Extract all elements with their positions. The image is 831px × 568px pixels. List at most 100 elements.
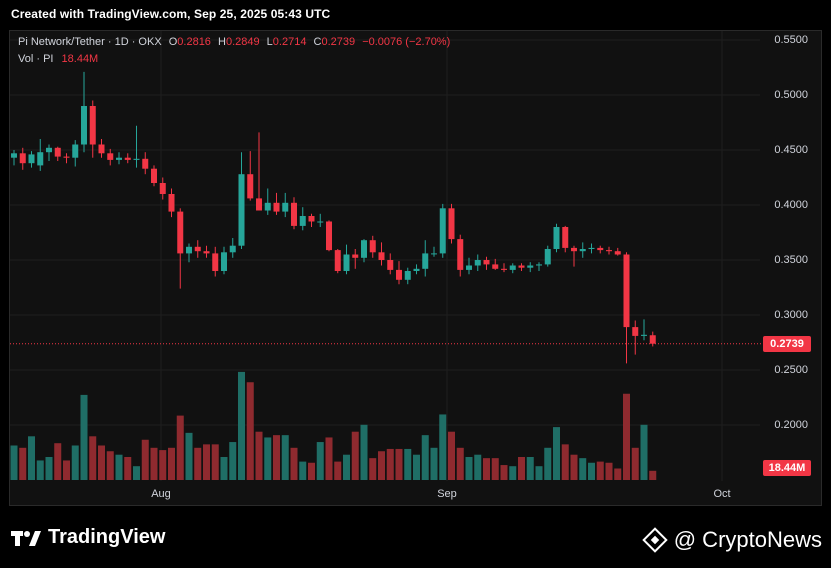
volume-bar [605, 462, 613, 480]
volume-bar [649, 470, 657, 480]
volume-bar [588, 462, 595, 480]
candle-body [439, 208, 446, 254]
volume-bar [378, 451, 385, 480]
volume-bar [483, 458, 490, 480]
legend-high-label: H [218, 36, 226, 48]
candle-body [46, 147, 52, 153]
candle-body [256, 198, 262, 211]
volume-bar [456, 447, 464, 480]
candle-body [291, 202, 297, 226]
tradingview-wordmark: TradingView [48, 526, 166, 548]
price-tick-label: 0.4500 [774, 144, 808, 156]
volume-bar [71, 445, 79, 480]
volume-bar [229, 442, 237, 480]
candle-body [606, 250, 612, 252]
legend-low-value: 0.2714 [272, 36, 307, 48]
volume-bar [290, 447, 298, 480]
volume-bar [369, 458, 377, 480]
candle-body [186, 246, 192, 254]
candle-body [177, 211, 184, 254]
volume-bar [89, 436, 97, 480]
volume-bar [273, 435, 280, 480]
candle-body [361, 240, 367, 258]
candle-body [317, 221, 324, 223]
volume-bar [404, 448, 412, 480]
candle-body [107, 153, 114, 160]
volume-bar [386, 448, 394, 480]
candle-body [142, 158, 149, 169]
legend-close-label: C [313, 36, 322, 48]
candle-body [474, 260, 481, 266]
volume-badge: 18.44M [763, 460, 811, 476]
volume-bar [579, 458, 587, 480]
candle-body [116, 157, 122, 160]
candle-body [151, 168, 157, 183]
volume-bar [10, 445, 18, 480]
candle-body [571, 247, 577, 252]
candle-body [326, 221, 332, 251]
volume-bar [211, 444, 219, 480]
legend-symbol: Pi Network/Tether · 1D · OKX [18, 36, 162, 48]
candle-body [221, 252, 227, 271]
volume-bar [28, 436, 35, 480]
tradingview-icon [11, 530, 41, 546]
price-tick-label: 0.2500 [774, 364, 808, 376]
legend-high-value: 0.2849 [225, 36, 260, 48]
volume-bar [360, 424, 368, 480]
candle-body [19, 153, 26, 164]
volume-bar [255, 431, 263, 480]
chart-frame[interactable] [9, 30, 822, 506]
candle-body [466, 265, 472, 270]
volume-legend-value: 18.44M [61, 53, 99, 65]
volume-bar [203, 444, 210, 480]
volume-bar [150, 447, 158, 480]
price-tick-label: 0.3500 [774, 254, 808, 266]
candle-body [649, 335, 656, 344]
candle-body [308, 216, 315, 222]
volume-bar [124, 457, 132, 480]
volume-bar [316, 442, 324, 480]
candle-body [89, 106, 96, 145]
candle-body [81, 106, 87, 145]
volume-bar [159, 450, 167, 480]
candle-body [387, 260, 394, 270]
volume-bar [518, 457, 525, 480]
candle-body [98, 144, 105, 154]
volume-bar [194, 447, 202, 480]
cryptonews-brand: @ CryptoNews [642, 527, 822, 553]
candle-body [378, 252, 385, 260]
last-price-badge: 0.2739 [763, 335, 811, 352]
candle-body [404, 271, 411, 280]
candle-body [299, 216, 306, 226]
volume-bar [334, 461, 342, 480]
volume-bar [561, 444, 569, 480]
candle-body [54, 147, 61, 157]
volume-bar [63, 460, 70, 480]
volume-bar [448, 431, 455, 480]
volume-legend: Vol · PI 18.44M [18, 53, 98, 65]
tradingview-logo: TradingView [11, 526, 165, 549]
volume-bar [535, 466, 543, 480]
candle-body [343, 254, 350, 271]
candle-body [282, 202, 289, 212]
volume-bar [325, 437, 333, 480]
candle-body [352, 254, 359, 258]
cryptonews-diamond-icon [642, 527, 668, 553]
volume-bar [474, 454, 482, 480]
cryptonews-wordmark: @ CryptoNews [673, 527, 822, 552]
candle-body [623, 254, 630, 328]
candle-body [597, 247, 604, 251]
volume-bar [623, 393, 630, 480]
volume-bar [106, 451, 114, 480]
candle-body [396, 269, 402, 280]
legend-low-label: L [266, 36, 273, 48]
legend-close-value: 0.2739 [321, 36, 356, 48]
volume-bar [596, 461, 604, 480]
price-tick-label: 0.2000 [774, 419, 808, 431]
candle-body [63, 156, 70, 158]
candle-body [632, 327, 639, 336]
volume-bar [308, 462, 315, 480]
time-tick-label: Sep [437, 488, 457, 500]
volume-bar [238, 371, 245, 480]
